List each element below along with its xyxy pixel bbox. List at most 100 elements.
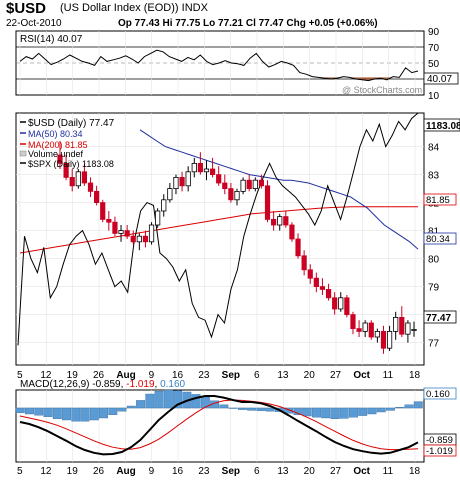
macd-hist-bar [200, 397, 210, 409]
candle-body [399, 316, 405, 335]
ma200-line [19, 206, 418, 254]
macd-hist-bar [284, 407, 294, 414]
candle-body [332, 297, 338, 310]
candle-body [362, 322, 368, 332]
legend-volume-swatch [19, 150, 27, 157]
macd-hist-badge: 0.160 [426, 389, 450, 400]
candle-body [380, 330, 387, 349]
macd-hist-bar [395, 407, 405, 409]
candle-body [63, 162, 69, 178]
quote-date: 22-Oct-2010 [6, 18, 62, 29]
candle-body [289, 224, 295, 240]
candle-body [338, 297, 344, 310]
macd-hist-bar [386, 407, 395, 411]
candle-body [411, 329, 417, 331]
x-tick-label: 23 [198, 466, 210, 477]
x-tick-label: Oct [353, 466, 370, 477]
macd-hist-bar [247, 407, 257, 411]
price-tick-label: 80 [428, 255, 440, 266]
candle-body [167, 188, 173, 201]
watermark: @ StockCharts.com [342, 85, 422, 95]
macd-hist-bar [376, 407, 386, 413]
macd-histogram [15, 389, 423, 422]
x-tick-label: Oct [353, 370, 370, 381]
macd-hist-bar [311, 407, 321, 418]
spx-line [17, 112, 419, 346]
last-price-badge: 77.47 [426, 313, 451, 324]
rsi-ticks: 9070503010 [428, 27, 440, 102]
candle-body [69, 176, 75, 187]
candle-body [319, 286, 326, 290]
candle-body [350, 314, 356, 330]
candle-body [100, 202, 106, 220]
ma50-badge: 80.34 [426, 234, 450, 245]
macd-line [19, 395, 419, 456]
macd-hist-bar [80, 407, 90, 422]
candle-body [301, 255, 307, 271]
candle-body [368, 322, 374, 338]
ma200-badge: 81.85 [426, 195, 450, 206]
macd-hist-bar [349, 407, 358, 418]
candle-body [185, 171, 191, 187]
candle-body [161, 199, 167, 212]
ma50-line [139, 129, 419, 250]
x-tick-label: 5 [17, 370, 23, 381]
last-price-box [423, 310, 457, 324]
candle-body [57, 154, 63, 164]
rsi-last-value: 40.07 [427, 74, 452, 85]
macd-hist-bar [126, 405, 136, 409]
ma200-badge-box [423, 193, 457, 206]
x-tick-label: 13 [277, 466, 289, 477]
macd-hist-bar [62, 407, 71, 421]
candle-body [148, 224, 155, 243]
macd-label-prefix: MACD(12,26,9) -0.859, [20, 379, 126, 390]
macd-hist-bar [173, 390, 183, 409]
macd-panel [15, 389, 425, 463]
x-tick-label: Sep [222, 466, 240, 477]
symbol-title: $USD [6, 0, 47, 17]
rsi-tick-label: 90 [428, 27, 440, 38]
rsi-label-text: RSI(14) 40.07 [20, 34, 83, 45]
macd-hist-bar [237, 407, 247, 410]
macd-hist-bar [413, 401, 423, 409]
x-tick-label: 13 [277, 370, 289, 381]
candle-body [258, 179, 265, 187]
x-tick-label: 11 [383, 370, 394, 381]
macd-label-sep: , [155, 379, 161, 390]
macd-hist-bar [339, 407, 349, 419]
x-tick-label: 11 [383, 466, 394, 477]
rsi-line [19, 49, 419, 82]
macd-label-hist: 0.160 [160, 379, 185, 390]
macd-hist-bar [145, 393, 155, 409]
x-tick-label: 18 [409, 466, 421, 477]
macd-signal-line [19, 399, 419, 451]
macd-signal-badge: -1.019 [426, 446, 453, 457]
x-tick-label: Aug [116, 466, 135, 477]
x-tick-label: 19 [67, 370, 79, 381]
x-tick-label: Aug [116, 370, 135, 381]
macd-hist-bar [34, 407, 44, 416]
x-tick-label: 9 [149, 370, 155, 381]
x-tick-label: Sep [222, 370, 240, 381]
candle-body [173, 176, 179, 189]
macd-hist-badge-box [423, 387, 457, 400]
x-tick-label: 19 [67, 466, 79, 477]
price-legend: $USD (Daily) 77.47 MA(50) 80.34 MA(200) … [19, 118, 115, 169]
rsi-tick-label: 70 [428, 43, 440, 54]
x-tick-label: 23 [198, 370, 210, 381]
price-tick-label: 83 [428, 171, 440, 182]
legend-usd: $USD (Daily) 77.47 [28, 118, 115, 129]
candle-body [75, 171, 81, 187]
macd-hist-bar [99, 407, 109, 419]
macd-hist-bar [191, 394, 201, 409]
candle-body [222, 182, 228, 189]
candle-body [94, 190, 100, 203]
candle-body [216, 174, 222, 184]
candle-body [313, 277, 319, 288]
candle-body [209, 168, 216, 175]
macd-hist-bar [163, 389, 173, 409]
macd-hist-bar [302, 407, 312, 417]
x-tick-label: 26 [93, 466, 105, 477]
candle-body [344, 297, 350, 315]
candle-body [228, 188, 234, 201]
